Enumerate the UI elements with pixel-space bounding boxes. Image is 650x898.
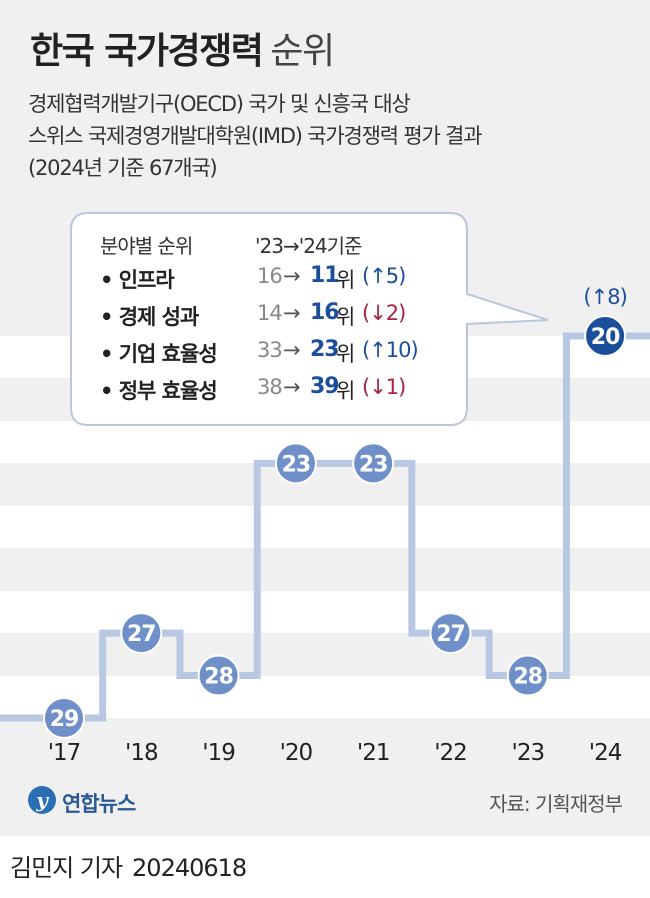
sector-unit: 위 (336, 342, 355, 366)
byline: 김민지 기자 20240618 (10, 848, 247, 883)
sector-box-outline (70, 212, 549, 426)
rank-value-label: 20 (591, 325, 620, 350)
sector-rank-box: 분야별 순위 '23→'24기준 • 인프라 16 → 11 위 (↑5) • … (70, 212, 549, 426)
x-tick-label: '19 (202, 740, 235, 766)
grid-band (0, 676, 650, 718)
sector-header-label: 분야별 순위 (100, 234, 193, 258)
rank-marker (429, 612, 472, 655)
rank-marker (584, 315, 627, 357)
sector-arrow: → (283, 375, 301, 399)
sector-row-infrastructure: • 인프라 16 → 11 위 (↑5) (100, 263, 460, 298)
yonhap-logo-text: 연합뉴스 (62, 792, 136, 816)
sector-arrow: → (283, 301, 301, 325)
x-tick-label: '22 (434, 740, 467, 766)
sector-change: (↑5) (362, 264, 406, 288)
sector-prev-rank: 38 (257, 375, 283, 399)
sector-arrow: → (283, 338, 301, 362)
subtitle-line-1: 경제협력개발기구(OECD) 국가 및 신흥국 대상 (28, 92, 411, 116)
sector-row-government-efficiency: • 정부 효율성 38 → 39 위 (↓1) (100, 374, 460, 409)
sector-header-period: '23→'24기준 (255, 234, 362, 258)
rank-marker (352, 442, 395, 485)
page-title: 한국 국가경쟁력 순위 (30, 22, 335, 74)
subtitle: 경제협력개발기구(OECD) 국가 및 신흥국 대상 스위스 국제경영개발대학원… (28, 88, 482, 184)
rank-marker (120, 612, 163, 655)
sector-unit: 위 (336, 268, 355, 292)
rank-value-label: 28 (513, 665, 542, 690)
sector-name: • 정부 효율성 (100, 379, 218, 403)
x-tick-label: '23 (512, 740, 545, 766)
sector-change: (↓1) (362, 375, 406, 399)
rank-marker (43, 697, 85, 739)
sector-arrow: → (283, 264, 301, 288)
x-tick-label: '20 (280, 740, 313, 766)
sector-cur-rank: 39 (310, 374, 340, 399)
grid-band (0, 506, 650, 548)
sector-change: (↑10) (362, 338, 419, 362)
subtitle-line-2: 스위스 국제경영개발대학원(IMD) 국가경쟁력 평가 결과 (28, 124, 482, 148)
rank-value-label: 28 (204, 665, 233, 690)
sector-prev-rank: 14 (257, 301, 283, 325)
sector-cur-rank: 16 (310, 300, 340, 325)
rank-marker (197, 654, 240, 697)
sector-cur-rank: 23 (310, 337, 340, 362)
rank-value-label: 23 (359, 452, 388, 477)
rank-chart: 29 '17 27 '18 28 '19 23 '20 23 '21 27 '22 28 '23 20 '24… (0, 285, 650, 766)
rank-marker (506, 654, 549, 697)
x-tick-label: '18 (125, 740, 158, 766)
rank-value-label: 29 (50, 707, 79, 732)
sector-change: (↓2) (362, 301, 406, 325)
rank-marker (274, 442, 317, 485)
publish-date: 20240618 (132, 854, 247, 882)
sector-unit: 위 (336, 379, 355, 403)
grid-band (0, 421, 650, 463)
rank-value-label: 27 (436, 622, 465, 647)
subtitle-line-3: (2024년 기준 67개국) (28, 156, 218, 180)
sector-prev-rank: 16 (257, 264, 283, 288)
x-tick-label: '24 (589, 740, 622, 766)
sector-name: • 경제 성과 (100, 305, 199, 329)
title-suffix: 순위 (270, 31, 335, 72)
reporter-name: 김민지 기자 (10, 854, 123, 882)
infographic-card: 29 '17 27 '18 28 '19 23 '20 23 '21 27 '22 28 '23 20 '24… (0, 0, 650, 836)
x-tick-label: '21 (357, 740, 390, 766)
rank-value-label: 27 (127, 622, 156, 647)
sector-prev-rank: 33 (257, 338, 283, 362)
grid-band (0, 591, 650, 633)
sector-unit: 위 (336, 305, 355, 329)
sector-name: • 기업 효율성 (100, 342, 218, 366)
source-note: 자료: 기획재정부 (489, 792, 623, 816)
sector-name: • 인프라 (100, 268, 175, 292)
rank-change-annotation: (↑8) (583, 285, 626, 309)
yonhap-logo-icon: y (28, 786, 56, 814)
sector-row-business-efficiency: • 기업 효율성 33 → 23 위 (↑10) (100, 337, 460, 372)
title-main: 한국 국가경쟁력 (30, 31, 264, 72)
x-tick-label: '17 (48, 740, 81, 766)
rank-value-label: 23 (282, 452, 311, 477)
sector-row-economic-performance: • 경제 성과 14 → 16 위 (↓2) (100, 300, 460, 335)
sector-cur-rank: 11 (310, 263, 340, 288)
